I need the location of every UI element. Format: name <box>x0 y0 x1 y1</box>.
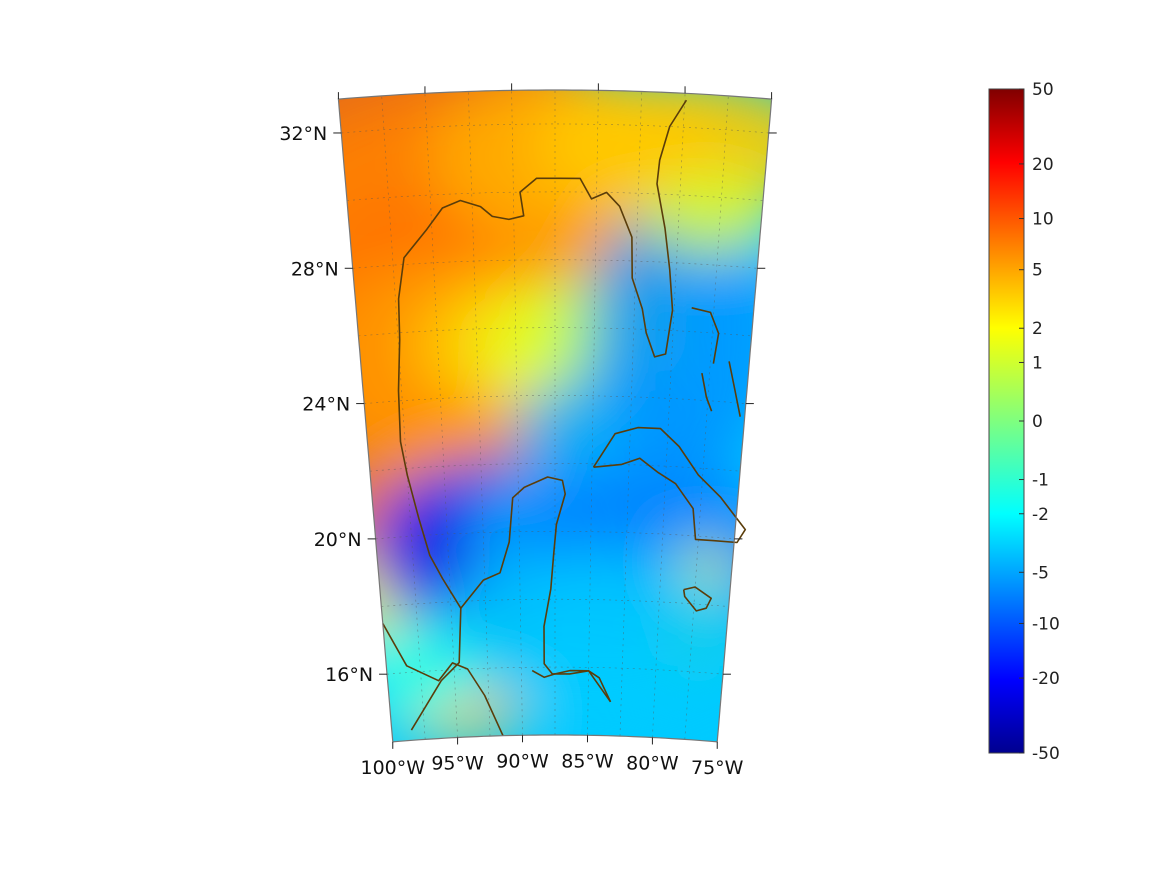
colorbar-tick-label: -2 <box>1032 505 1049 525</box>
lon-tick-label: 90°W <box>496 750 549 772</box>
lat-tick-label: 28°N <box>291 258 339 280</box>
graticule <box>341 90 772 742</box>
lat-tick-label: 20°N <box>314 529 362 551</box>
lon-tick-label: 75°W <box>691 757 744 779</box>
colorbar-tick-label: -10 <box>1032 614 1060 634</box>
lon-tick-label: 100°W <box>360 757 425 779</box>
colorbar-tick-label: 0 <box>1032 412 1043 432</box>
data-field <box>338 90 772 742</box>
lat-tick-label: 24°N <box>302 394 350 416</box>
map-frame <box>337 89 773 743</box>
lat-tick-label: 16°N <box>325 664 373 686</box>
lon-tick-label: 80°W <box>626 752 679 774</box>
colorbar-tick-label: 20 <box>1032 155 1054 175</box>
lon-tick-label: 85°W <box>561 750 614 772</box>
colorbar-tick-label: 1 <box>1032 353 1043 373</box>
lat-tick-label: 32°N <box>279 123 327 145</box>
colorbar-gradient <box>988 88 1025 754</box>
map-ticks <box>333 83 777 749</box>
colorbar-tick-label: -5 <box>1032 563 1049 583</box>
colorbar-tick-label: 2 <box>1032 319 1043 339</box>
colorbar-tick-label: 50 <box>1032 80 1054 100</box>
colorbar-tick-label: -20 <box>1032 669 1060 689</box>
colorbar-tick-label: -50 <box>1032 744 1060 764</box>
colorbar-tick-label: 5 <box>1032 261 1043 281</box>
lon-tick-label: 95°W <box>431 752 484 774</box>
axis-labels: 100°W 95°W 90°W 85°W 80°W 75°W 16°N 20°N 24°N 28°… <box>279 123 743 779</box>
colorbar-tick-label: -1 <box>1032 471 1049 491</box>
coastlines <box>382 99 747 737</box>
colorbar-tick-label: 10 <box>1032 210 1054 230</box>
